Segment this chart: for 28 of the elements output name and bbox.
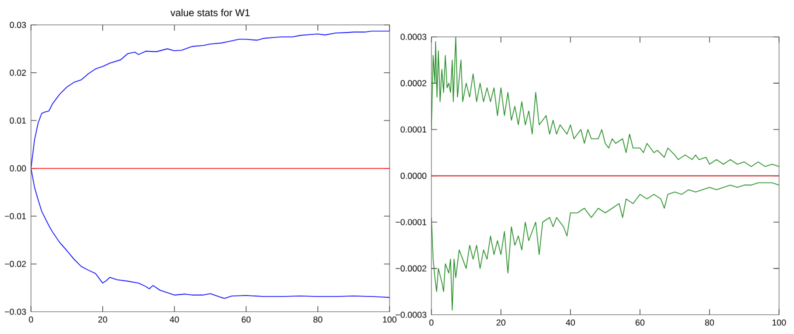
chart-title: value stats for W1	[170, 9, 250, 16]
y-tick-label: 0.0002	[400, 80, 426, 86]
y-tick-label: −0.02	[4, 261, 26, 268]
y-tick-label: 0.01	[10, 118, 26, 124]
y-tick-label: 0.02	[10, 70, 26, 76]
y-tick-label: −0.03	[4, 308, 26, 315]
y-tick-label: −0.0002	[396, 266, 426, 272]
y-tick-label: 0.00	[10, 165, 26, 172]
y-tick-label: −0.0003	[396, 312, 426, 318]
x-tick-label: 40	[170, 316, 179, 323]
x-tick-label: 0	[28, 316, 34, 323]
x-tick-label: 0	[429, 320, 434, 326]
x-tick-label: 20	[496, 320, 506, 326]
y-tick-label: −0.01	[4, 213, 26, 220]
x-tick-label: 80	[313, 316, 322, 323]
x-tick-label: 40	[566, 320, 575, 326]
y-tick-label: 0.0003	[400, 34, 426, 40]
x-tick-label: 100	[383, 316, 396, 323]
y-tick-label: −0.0001	[396, 219, 426, 226]
y-tick-label: 0.03	[10, 22, 26, 28]
x-tick-label: 80	[705, 320, 714, 326]
x-tick-label: 100	[772, 320, 786, 326]
y-tick-label: 0.0001	[400, 126, 426, 133]
x-tick-label: 60	[636, 320, 644, 326]
x-tick-label: 60	[242, 316, 251, 323]
x-tick-label: 20	[98, 316, 108, 323]
y-tick-label: 0.0000	[400, 172, 426, 180]
line-series	[431, 37, 780, 168]
